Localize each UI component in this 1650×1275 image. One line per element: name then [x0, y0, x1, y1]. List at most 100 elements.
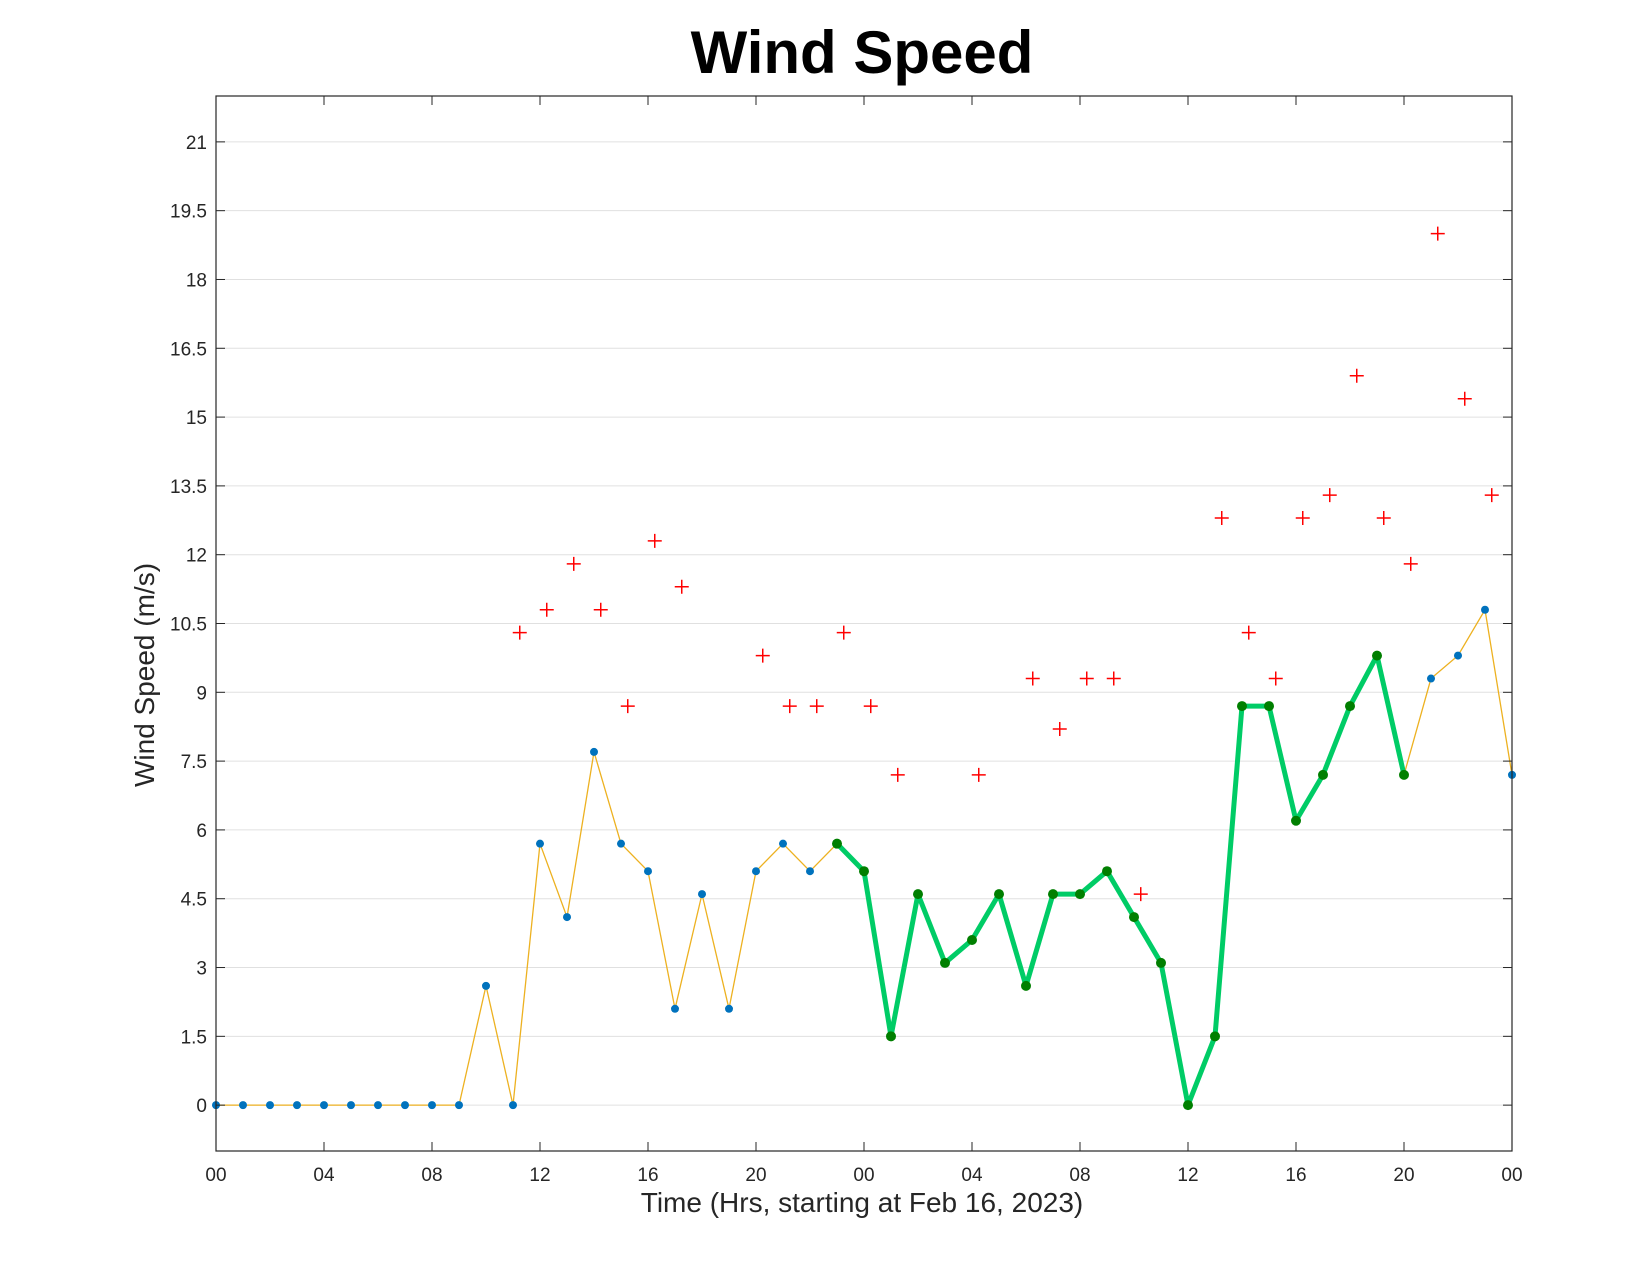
gust-marker	[1106, 671, 1121, 686]
gust-marker	[620, 699, 635, 714]
wind-speed-point	[293, 1101, 301, 1110]
highlight-point	[1399, 769, 1409, 780]
highlight-point	[1210, 1031, 1220, 1042]
highlight-point	[1156, 957, 1166, 968]
wind-speed-point	[509, 1101, 517, 1110]
highlight-point	[1291, 815, 1301, 826]
y-tick-label: 18	[186, 270, 207, 291]
wind-speed-point	[374, 1101, 382, 1110]
wind-speed-point	[239, 1101, 247, 1110]
gust-marker	[1241, 625, 1256, 640]
gust-marker	[674, 579, 689, 594]
wind-speed-point	[266, 1101, 274, 1110]
gust-marker	[1214, 511, 1229, 525]
highlight-point	[886, 1031, 896, 1042]
x-tick-label: 04	[961, 1165, 983, 1186]
gust-marker	[1025, 671, 1040, 686]
highlight-point	[1048, 889, 1058, 900]
wind-speed-point	[752, 867, 760, 876]
y-tick-label: 16.5	[170, 339, 207, 360]
highlight-point	[1129, 912, 1139, 923]
y-tick-label: 19.5	[170, 202, 207, 223]
y-tick-label: 0	[196, 1096, 207, 1117]
gust-marker	[890, 767, 905, 782]
x-axis-label: Time (Hrs, starting at Feb 16, 2023)	[641, 1187, 1083, 1218]
wind-speed-point	[725, 1004, 733, 1013]
wind-speed-point	[1481, 605, 1489, 614]
highlight-point	[1237, 701, 1247, 712]
y-tick-label: 6	[196, 821, 207, 842]
wind-speed-point	[455, 1101, 463, 1110]
x-tick-label: 00	[1501, 1165, 1522, 1186]
wind-speed-point	[671, 1004, 679, 1013]
x-tick-label: 16	[637, 1165, 658, 1186]
x-tick-label: 00	[205, 1165, 226, 1186]
wind-speed-point	[563, 913, 571, 922]
gust-marker	[512, 625, 527, 640]
grid-lines	[216, 141, 1512, 1106]
gust-marker	[1052, 722, 1067, 736]
wind-speed-point	[644, 867, 652, 876]
highlight-point	[940, 957, 950, 968]
highlight-point	[832, 838, 842, 849]
wind-speed-point	[347, 1101, 355, 1110]
axes-frame	[215, 95, 1513, 1152]
gust-marker	[863, 699, 878, 714]
gust-marker	[1376, 511, 1391, 525]
highlight-point	[1318, 769, 1328, 780]
gust-marker	[782, 699, 797, 714]
y-tick-label: 13.5	[170, 477, 207, 498]
highlight-point	[1345, 701, 1355, 712]
x-tick-label: 20	[1393, 1165, 1414, 1186]
y-tick-label: 3	[196, 959, 207, 980]
highlight-point	[913, 889, 923, 900]
y-tick-label: 10.5	[170, 615, 207, 636]
wind-speed-point	[1427, 674, 1435, 683]
wind-speed-point	[428, 1101, 436, 1110]
wind-speed-point	[401, 1101, 409, 1110]
gust-marker	[755, 648, 770, 663]
wind-speed-point	[806, 867, 814, 876]
x-tick-label: 08	[421, 1165, 442, 1186]
gust-marker	[1349, 368, 1364, 383]
gust-marker	[539, 602, 554, 617]
highlight-point	[1264, 701, 1274, 712]
gust-marker	[1295, 511, 1310, 525]
x-tick-label: 08	[1069, 1165, 1090, 1186]
gust-marker	[971, 767, 986, 782]
gust-marker	[566, 556, 581, 571]
gust-marker	[1322, 488, 1337, 503]
highlight-point	[859, 866, 869, 877]
wind-speed-point	[482, 981, 490, 990]
x-tick-label: 12	[1177, 1165, 1198, 1186]
gust-marker	[1079, 671, 1094, 686]
wind-speed-point	[590, 747, 598, 756]
gust-marker	[809, 699, 824, 714]
wind-speed-point	[536, 839, 544, 848]
wind-speed-point	[779, 839, 787, 848]
highlight-point	[967, 935, 977, 945]
gust-marker	[1484, 488, 1499, 503]
gust-marker	[1457, 391, 1472, 406]
gust-marker	[647, 533, 662, 548]
highlight-line	[835, 653, 1407, 1108]
highlight-point	[1183, 1100, 1193, 1111]
tick-labels: 00 04 08 12 16 20 00 04 08 12 16 20 0001.534.567.591…	[170, 133, 1523, 1186]
x-tick-label: 20	[745, 1165, 766, 1186]
y-tick-label: 9	[196, 683, 207, 704]
x-tick-label: 12	[529, 1165, 550, 1186]
gust-marker	[1430, 226, 1445, 241]
highlight-point	[1372, 650, 1382, 661]
highlight-point	[1075, 889, 1085, 900]
plot-series	[212, 226, 1516, 1111]
gust-marker	[1268, 671, 1283, 686]
wind-speed-point	[698, 890, 706, 899]
highlight-point	[1021, 980, 1031, 991]
x-tick-label: 00	[853, 1165, 874, 1186]
chart-title: Wind Speed	[691, 19, 1034, 86]
y-tick-label: 21	[186, 133, 207, 154]
y-tick-label: 4.5	[181, 890, 207, 911]
y-axis-label: Wind Speed (m/s)	[129, 563, 160, 787]
y-tick-label: 1.5	[181, 1027, 207, 1048]
